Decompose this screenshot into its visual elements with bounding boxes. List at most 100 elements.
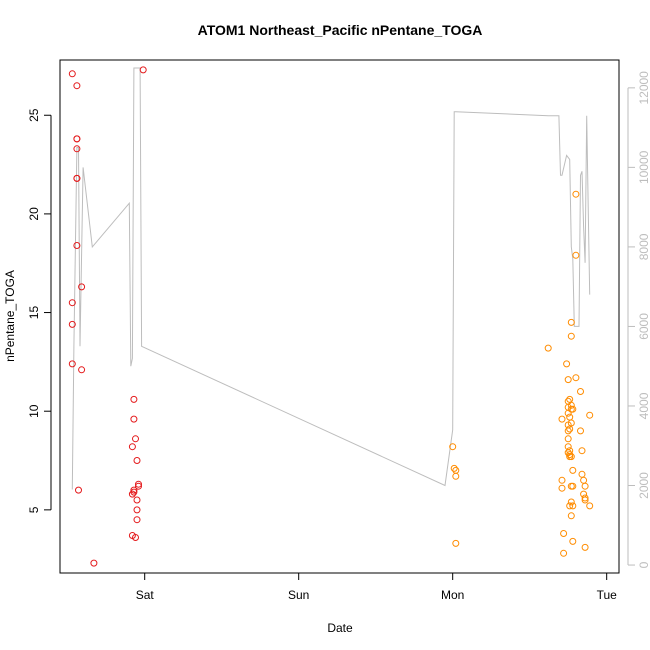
- series-2-point-29: [567, 318, 575, 326]
- series-1-point-5: [73, 82, 81, 90]
- series-1-point-7: [73, 135, 81, 143]
- y-axis-label: nPentane_TOGA: [3, 270, 17, 362]
- series-2-point-30: [567, 332, 575, 340]
- series-1-point-20: [130, 415, 138, 423]
- series-2-point-37: [567, 512, 575, 520]
- series-2-point-24: [566, 425, 574, 433]
- series-1-point-24: [132, 534, 139, 541]
- series-1-point-30: [135, 482, 142, 490]
- plot-frame: [59, 59, 620, 574]
- left-tick-label-5: 5: [27, 506, 41, 513]
- series-1-point-17: [128, 490, 136, 498]
- series-2-point-49: [578, 470, 586, 478]
- series-1-point-16: [128, 443, 136, 451]
- series-2-point-10: [560, 530, 568, 537]
- series-2-point-45: [572, 374, 580, 382]
- series-1-point-23: [132, 435, 139, 443]
- series-2-point-28: [566, 502, 574, 510]
- series-1-point-28: [133, 516, 141, 524]
- series-1-point-10: [73, 174, 81, 182]
- series-1-point-1: [68, 70, 76, 78]
- series-1-point-11: [73, 242, 81, 249]
- x-axis-label: Date: [327, 621, 353, 635]
- series-2-point-31: [567, 401, 575, 409]
- line-layer: [71, 67, 591, 490]
- series-2-point-47: [577, 427, 584, 435]
- series-1-point-29: [135, 480, 142, 488]
- series-2-point-1: [449, 443, 457, 451]
- series-2-point-38: [569, 405, 577, 413]
- x-tick-label-mon: Mon: [441, 588, 464, 602]
- series-2-point-56: [586, 411, 594, 419]
- series-2-point-41: [569, 502, 577, 510]
- series-2-point-40: [569, 482, 577, 490]
- series-1-point-25: [133, 457, 141, 464]
- series-2-point-33: [567, 419, 575, 427]
- series-1-point-19: [130, 395, 138, 403]
- series-1-point-22: [130, 486, 138, 494]
- series-1-point-26: [133, 496, 141, 504]
- points-layer: [68, 66, 594, 567]
- series-2-point-52: [581, 494, 589, 502]
- series-2-point-43: [572, 190, 580, 198]
- right-tick-label-0: 0: [637, 561, 650, 568]
- right-tick-label-2000: 2000: [637, 472, 650, 499]
- right-y-axis: 0 2000 4000 6000 8000 10000 12000: [627, 71, 650, 568]
- series-2-point-18: [564, 427, 572, 435]
- series-1-point-3: [68, 320, 76, 328]
- series-1-point-21: [130, 488, 138, 496]
- left-tick-label-25: 25: [27, 108, 41, 122]
- left-tick-label-20: 20: [27, 207, 41, 221]
- x-axis: Sat Sun Mon Tue: [136, 572, 618, 602]
- series-2-point-8: [558, 476, 566, 484]
- x-tick-label-tue: Tue: [597, 588, 618, 602]
- right-tick-label-8000: 8000: [637, 233, 650, 260]
- right-axis-series-line: [71, 67, 591, 490]
- right-tick-label-12000: 12000: [637, 71, 650, 105]
- series-2-point-13: [564, 376, 572, 384]
- series-2-point-20: [564, 443, 572, 451]
- chart-title: ATOM1 Northeast_Pacific nPentane_TOGA: [198, 22, 483, 38]
- series-2-point-2: [450, 464, 458, 472]
- series-2-point-39: [569, 466, 577, 474]
- left-y-axis: 5 10 15 20 25: [27, 108, 52, 513]
- right-tick-label-6000: 6000: [637, 313, 650, 340]
- series-1-point-8: [73, 145, 81, 153]
- series-2-point-48: [578, 447, 586, 455]
- series-2-point-14: [564, 397, 572, 405]
- series-1-point-12: [75, 486, 82, 494]
- series-1-point-2: [68, 299, 76, 307]
- series-2-point-51: [580, 490, 588, 498]
- series-2-point-6: [544, 344, 552, 352]
- series-2-point-34: [567, 453, 575, 461]
- series-2-point-55: [581, 543, 589, 551]
- series-2-point-46: [577, 388, 584, 395]
- series-2-point-26: [566, 451, 574, 459]
- series-1-point-4: [68, 360, 76, 368]
- series-2-point-57: [586, 502, 594, 510]
- series-1-point-31: [139, 66, 147, 74]
- series-2-point-11: [560, 549, 568, 557]
- series-2-point-50: [580, 476, 588, 484]
- series-1-point-13: [78, 283, 86, 291]
- series-2-point-54: [581, 482, 589, 490]
- series-2-point-12: [563, 360, 571, 368]
- series-2-point-4: [452, 472, 460, 480]
- series-2-point-7: [558, 415, 566, 423]
- series-2-point-22: [566, 395, 574, 403]
- series-2-point-23: [566, 413, 574, 421]
- right-tick-label-10000: 10000: [637, 150, 650, 184]
- left-tick-label-15: 15: [27, 306, 41, 320]
- left-tick-label-10: 10: [27, 404, 41, 418]
- x-tick-label-sat: Sat: [136, 588, 155, 602]
- x-tick-label-sun: Sun: [288, 588, 309, 602]
- series-2-point-5: [452, 539, 460, 547]
- series-2-point-19: [564, 435, 572, 443]
- series-2-point-42: [569, 537, 577, 545]
- series-2-point-44: [572, 251, 580, 259]
- series-2-point-53: [581, 496, 589, 504]
- series-1-point-14: [78, 366, 86, 374]
- series-1-point-27: [133, 506, 141, 514]
- series-1-point-15: [90, 559, 98, 567]
